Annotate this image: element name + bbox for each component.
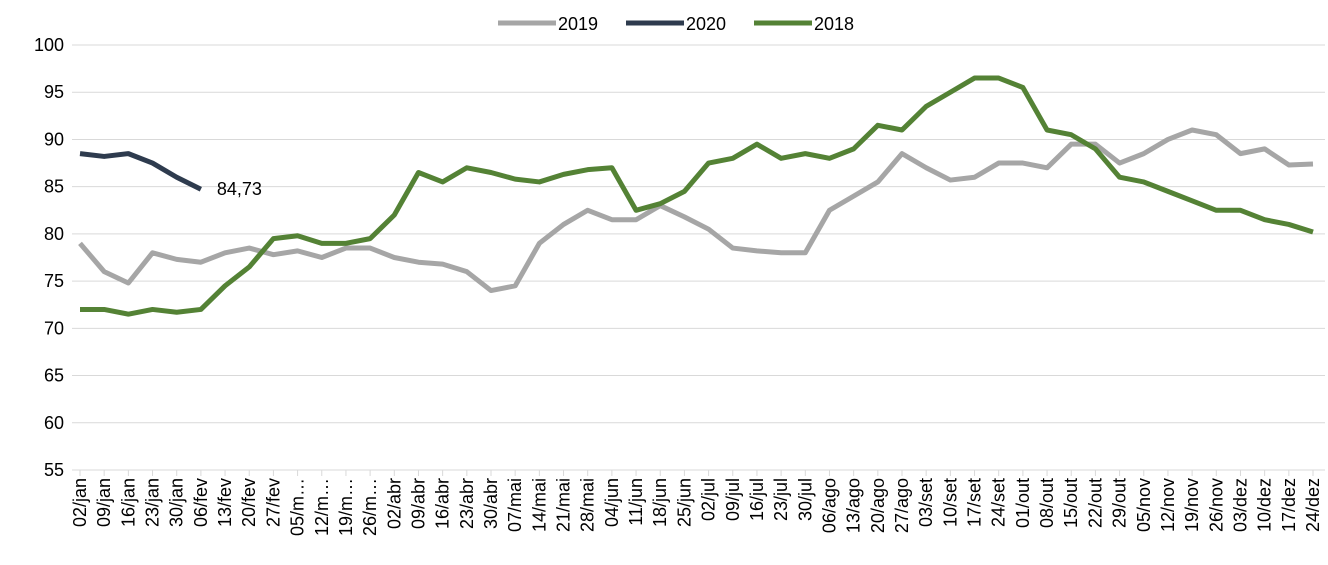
y-tick-label: 55: [44, 460, 64, 480]
y-tick-label: 60: [44, 413, 64, 433]
x-tick-label: 30/jan: [167, 478, 187, 527]
x-tick-label: 26/m…: [360, 478, 380, 536]
x-tick-label: 16/abr: [433, 478, 453, 529]
x-tick-label: 09/jul: [723, 478, 743, 521]
x-tick-label: 17/dez: [1279, 478, 1299, 532]
legend-label: 2020: [686, 14, 726, 34]
y-tick-label: 100: [34, 35, 64, 55]
x-tick-label: 30/jul: [795, 478, 815, 521]
x-tick-label: 23/jan: [143, 478, 163, 527]
y-tick-label: 65: [44, 366, 64, 386]
legend-label: 2018: [814, 14, 854, 34]
x-tick-label: 25/jun: [674, 478, 694, 527]
x-tick-label: 26/nov: [1206, 478, 1226, 532]
x-tick-label: 24/set: [989, 478, 1009, 527]
x-tick-label: 19/nov: [1182, 478, 1202, 532]
x-tick-label: 19/m…: [336, 478, 356, 536]
y-tick-label: 75: [44, 271, 64, 291]
x-tick-label: 23/abr: [457, 478, 477, 529]
line-series: [78, 127, 1314, 294]
legend-label: 2019: [558, 14, 598, 34]
x-tick-label: 20/ago: [868, 478, 888, 533]
x-tick-label: 10/dez: [1255, 478, 1275, 532]
x-tick-label: 03/dez: [1230, 478, 1250, 532]
y-tick-label: 90: [44, 129, 64, 149]
x-tick-label: 21/mai: [554, 478, 574, 532]
y-tick-label: 95: [44, 82, 64, 102]
x-tick-label: 02/jul: [699, 478, 719, 521]
x-tick-label: 02/abr: [384, 478, 404, 529]
x-tick-label: 17/set: [965, 478, 985, 527]
x-tick-label: 30/abr: [481, 478, 501, 529]
x-tick-label: 11/jun: [626, 478, 646, 526]
x-tick-label: 20/fev: [239, 478, 259, 527]
x-tick-label: 13/ago: [844, 478, 864, 533]
x-tick-label: 29/out: [1110, 478, 1130, 528]
y-tick-label: 70: [44, 318, 64, 338]
x-tick-label: 12/m…: [312, 478, 332, 536]
x-tick-label: 23/jul: [771, 478, 791, 521]
y-tick-label: 80: [44, 224, 64, 244]
x-tick-label: 05/nov: [1134, 478, 1154, 532]
x-tick-label: 05/m…: [288, 478, 308, 536]
x-tick-label: 14/mai: [529, 478, 549, 532]
x-tick-label: 03/set: [916, 478, 936, 527]
x-tick-label: 15/out: [1061, 478, 1081, 528]
line-series: [80, 75, 1314, 317]
x-tick-label: 09/jan: [94, 478, 114, 527]
x-tick-label: 08/out: [1037, 478, 1057, 528]
x-tick-label: 06/ago: [819, 478, 839, 533]
x-tick-label: 27/fev: [263, 478, 283, 527]
x-tick-label: 04/jun: [602, 478, 622, 527]
x-tick-label: 01/out: [1013, 478, 1033, 528]
x-tick-label: 27/ago: [892, 478, 912, 533]
x-tick-label: 16/jan: [118, 478, 138, 527]
x-tick-label: 02/jan: [70, 478, 90, 527]
y-tick-label: 85: [44, 177, 64, 197]
x-tick-label: 24/dez: [1303, 478, 1323, 532]
x-tick-label: 09/abr: [408, 478, 428, 529]
x-tick-label: 07/mai: [505, 478, 525, 532]
x-tick-label: 16/jul: [747, 478, 767, 521]
x-tick-label: 12/nov: [1158, 478, 1178, 532]
x-tick-label: 10/set: [940, 478, 960, 527]
x-tick-label: 28/mai: [578, 478, 598, 532]
x-tick-label: 18/jun: [650, 478, 670, 527]
x-tick-label: 06/fev: [191, 478, 211, 527]
x-tick-label: 22/out: [1085, 478, 1105, 528]
data-label: 84,73: [217, 179, 262, 199]
x-tick-label: 13/fev: [215, 478, 235, 527]
line-series: [79, 151, 202, 192]
